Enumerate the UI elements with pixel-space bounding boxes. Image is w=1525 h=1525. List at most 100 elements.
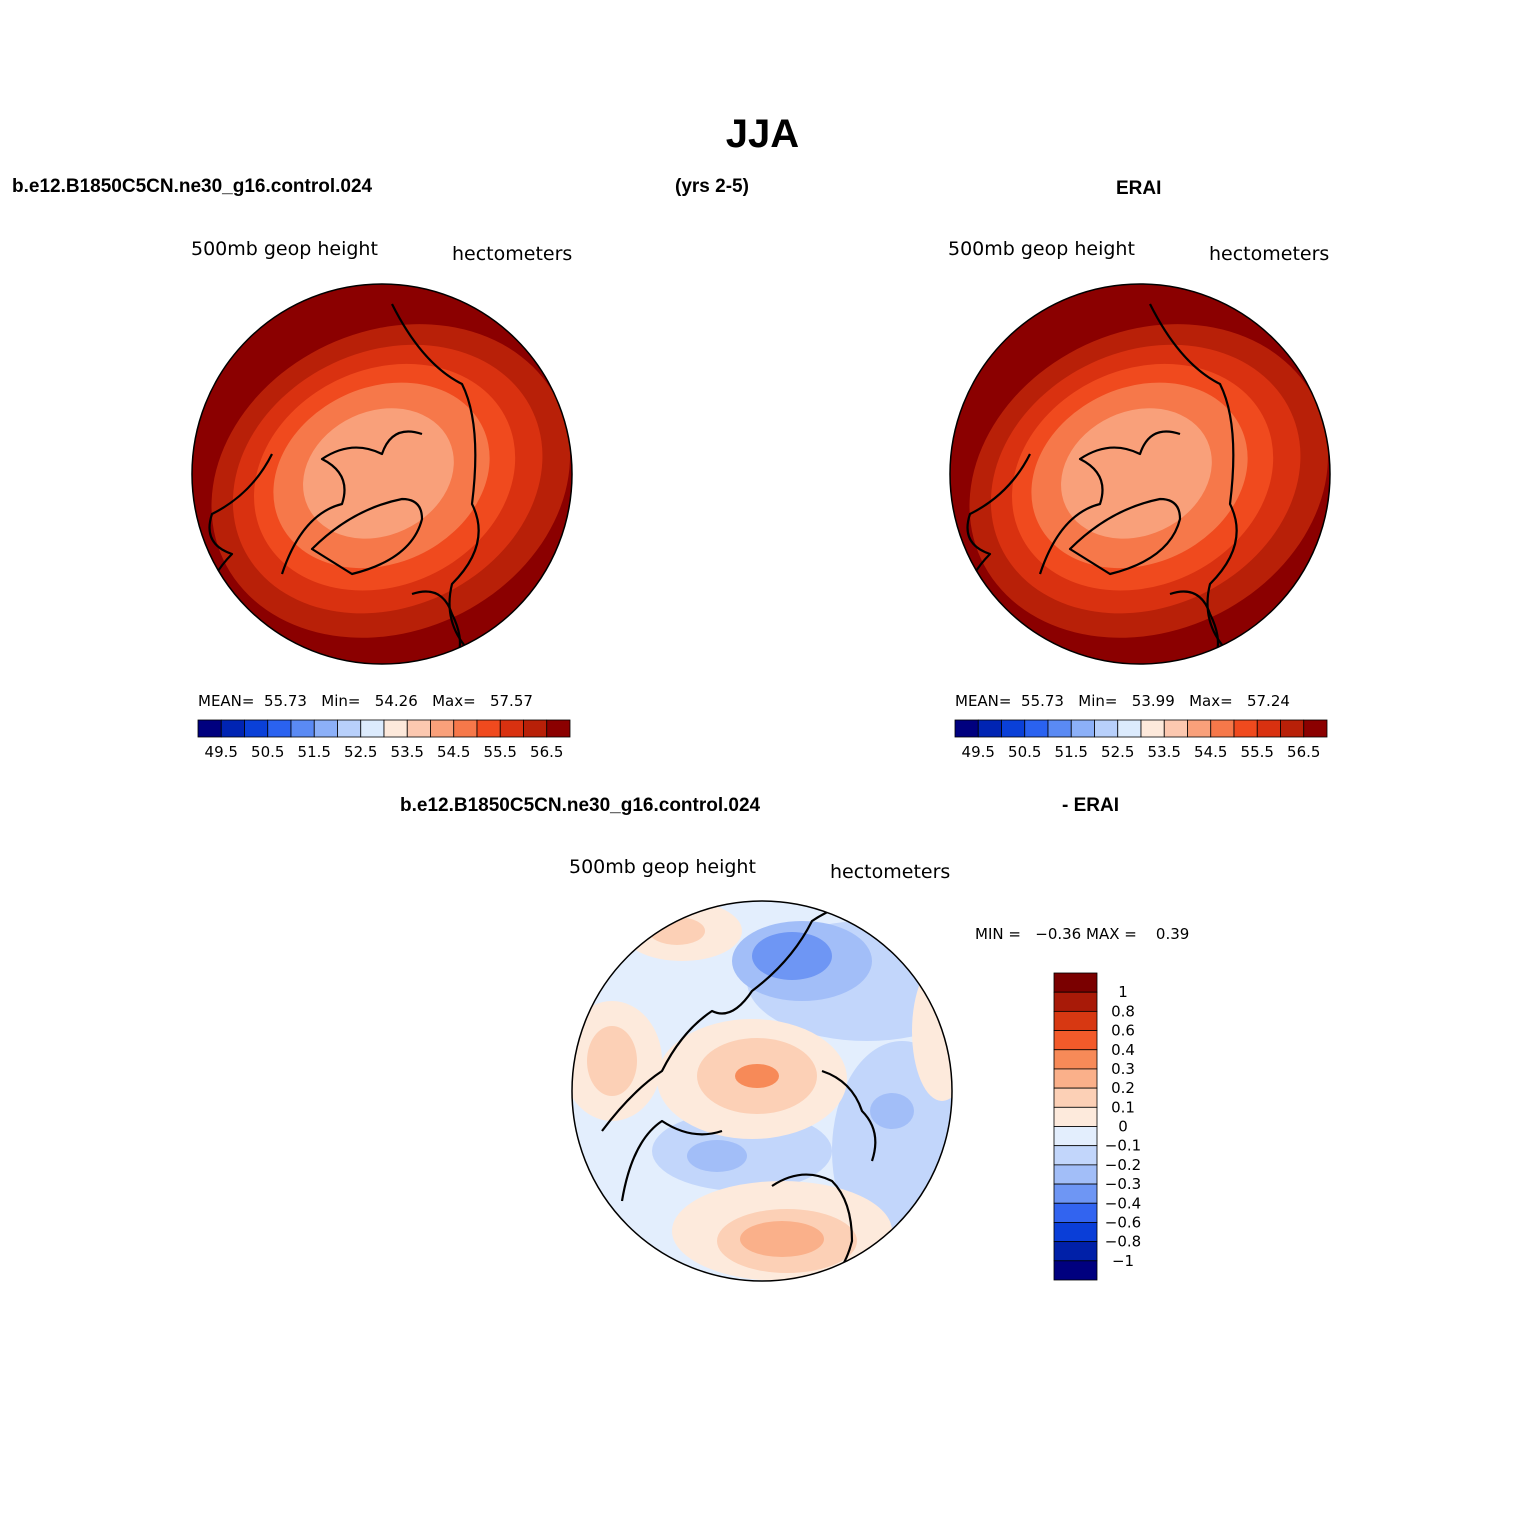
coastline-path bbox=[771, 1173, 854, 1281]
colorbar-box bbox=[1053, 972, 1098, 993]
model-stats: MEAN= 55.73 Min= 54.26 Max= 57.57 bbox=[198, 692, 533, 710]
colorbar-box bbox=[1047, 719, 1072, 738]
colorbar-box bbox=[430, 719, 455, 738]
colorbar-box bbox=[1303, 719, 1328, 738]
colorbar-tick-label: −0.8 bbox=[1105, 1233, 1141, 1251]
anomaly-blob bbox=[752, 932, 832, 980]
colorbar-box bbox=[383, 719, 408, 738]
colorbar-box bbox=[1053, 1010, 1098, 1031]
anomaly-blob bbox=[687, 1140, 747, 1172]
colorbar-box bbox=[1053, 1030, 1098, 1051]
model-colorbar: 49.5 50.5 51.5 52.5 53.5 54.5 55.5 56.5 bbox=[197, 719, 571, 761]
colorbar-box bbox=[453, 719, 478, 738]
colorbar-box bbox=[523, 719, 548, 738]
colorbar-box bbox=[406, 719, 431, 738]
years-header: (yrs 2-5) bbox=[675, 176, 749, 197]
colorbar-tick-label: 55.5 bbox=[484, 743, 517, 761]
colorbar-box bbox=[1053, 1106, 1098, 1127]
colorbar-box bbox=[1140, 719, 1165, 738]
colorbar-box bbox=[267, 719, 292, 738]
colorbar-box bbox=[1001, 719, 1026, 738]
colorbar-box bbox=[197, 719, 222, 738]
diff-erai-header: - ERAI bbox=[1062, 795, 1119, 816]
colorbar-tick-label: −0.2 bbox=[1105, 1156, 1141, 1174]
colorbar-box bbox=[1280, 719, 1305, 738]
anomaly-blob bbox=[587, 1026, 637, 1096]
colorbar-tick-label: 53.5 bbox=[391, 743, 424, 761]
difference-polar-map bbox=[571, 900, 953, 1282]
colorbar-tick-label: 1 bbox=[1118, 983, 1128, 1001]
colorbar-tick-label: 0 bbox=[1118, 1118, 1128, 1136]
colorbar-box bbox=[1053, 1049, 1098, 1070]
coastline bbox=[601, 901, 877, 1281]
colorbar-tick-label: 50.5 bbox=[251, 743, 284, 761]
colorbar-tick-label: 54.5 bbox=[437, 743, 470, 761]
colorbar-box bbox=[1053, 1068, 1098, 1089]
erai-stats: MEAN= 55.73 Min= 53.99 Max= 57.24 bbox=[955, 692, 1290, 710]
colorbar-box bbox=[977, 719, 1002, 738]
colorbar-tick-label: 50.5 bbox=[1008, 743, 1041, 761]
colorbar-box bbox=[1094, 719, 1119, 738]
colorbar-tick-label: 53.5 bbox=[1148, 743, 1181, 761]
colorbar-tick-label: 0.4 bbox=[1111, 1041, 1135, 1059]
height-band bbox=[303, 408, 454, 539]
colorbar-box bbox=[1117, 719, 1142, 738]
colorbar-box bbox=[476, 719, 501, 738]
colorbar-tick-label: 49.5 bbox=[962, 743, 995, 761]
anomaly-blob bbox=[870, 1093, 914, 1129]
model-units-label: hectometers bbox=[452, 243, 573, 265]
colorbar-tick-label: 56.5 bbox=[530, 743, 563, 761]
erai-polar-map bbox=[949, 283, 1331, 665]
colorbar-box bbox=[1053, 1260, 1098, 1281]
colorbar-box bbox=[1053, 1183, 1098, 1204]
colorbar-box bbox=[1024, 719, 1049, 738]
colorbar-box bbox=[1070, 719, 1095, 738]
colorbar-tick-label: −0.3 bbox=[1105, 1175, 1141, 1193]
diff-units-label: hectometers bbox=[830, 861, 951, 883]
colorbar-box bbox=[499, 719, 524, 738]
diff-variable-label: 500mb geop height bbox=[569, 856, 756, 878]
erai-units-label: hectometers bbox=[1209, 243, 1330, 265]
colorbar-tick-label: 0.8 bbox=[1111, 1002, 1135, 1020]
colorbar-tick-label: −0.6 bbox=[1105, 1213, 1141, 1231]
colorbar-box bbox=[290, 719, 315, 738]
colorbar-tick-label: −1 bbox=[1112, 1252, 1134, 1270]
coastline-path bbox=[280, 430, 423, 575]
coastline-path bbox=[1038, 430, 1181, 575]
colorbar-box bbox=[546, 719, 571, 738]
diff-case-header: b.e12.B1850C5CN.ne30_g16.control.024 bbox=[400, 795, 761, 816]
colorbar-box bbox=[1187, 719, 1212, 738]
colorbar-tick-label: 51.5 bbox=[1055, 743, 1088, 761]
colorbar-tick-label: 0.6 bbox=[1111, 1022, 1135, 1040]
colorbar-box bbox=[1053, 1164, 1098, 1185]
map-border bbox=[571, 900, 953, 1282]
colorbar-tick-label: 55.5 bbox=[1241, 743, 1274, 761]
map-border bbox=[191, 283, 573, 665]
height-band bbox=[1061, 408, 1212, 539]
colorbar-tick-label: 52.5 bbox=[344, 743, 377, 761]
colorbar-tick-label: 56.5 bbox=[1287, 743, 1320, 761]
model-polar-map bbox=[191, 283, 573, 665]
coastline-path bbox=[391, 303, 480, 655]
erai-header: ERAI bbox=[1116, 178, 1162, 199]
anomaly-blob bbox=[735, 1064, 779, 1088]
colorbar-tick-label: 51.5 bbox=[298, 743, 331, 761]
colorbar-box bbox=[360, 719, 385, 738]
colorbar-tick-label: 49.5 bbox=[205, 743, 238, 761]
colorbar-tick-label: −0.1 bbox=[1105, 1137, 1141, 1155]
coastline-path bbox=[620, 1119, 723, 1202]
greenland-outline bbox=[1068, 497, 1182, 576]
greenland-outline bbox=[310, 497, 424, 576]
colorbar-tick-label: 52.5 bbox=[1101, 743, 1134, 761]
colorbar-box bbox=[1053, 1202, 1098, 1223]
colorbar-box bbox=[1053, 1126, 1098, 1147]
coastline-path bbox=[821, 1069, 877, 1162]
colorbar-box bbox=[1210, 719, 1235, 738]
colorbar-box bbox=[1053, 1145, 1098, 1166]
colorbar-tick-label: 0.1 bbox=[1111, 1098, 1135, 1116]
colorbar-box bbox=[1053, 991, 1098, 1012]
anomaly-blob bbox=[740, 1221, 824, 1257]
colorbar-tick-label: −0.4 bbox=[1105, 1194, 1141, 1212]
figure-title: JJA bbox=[725, 112, 800, 156]
